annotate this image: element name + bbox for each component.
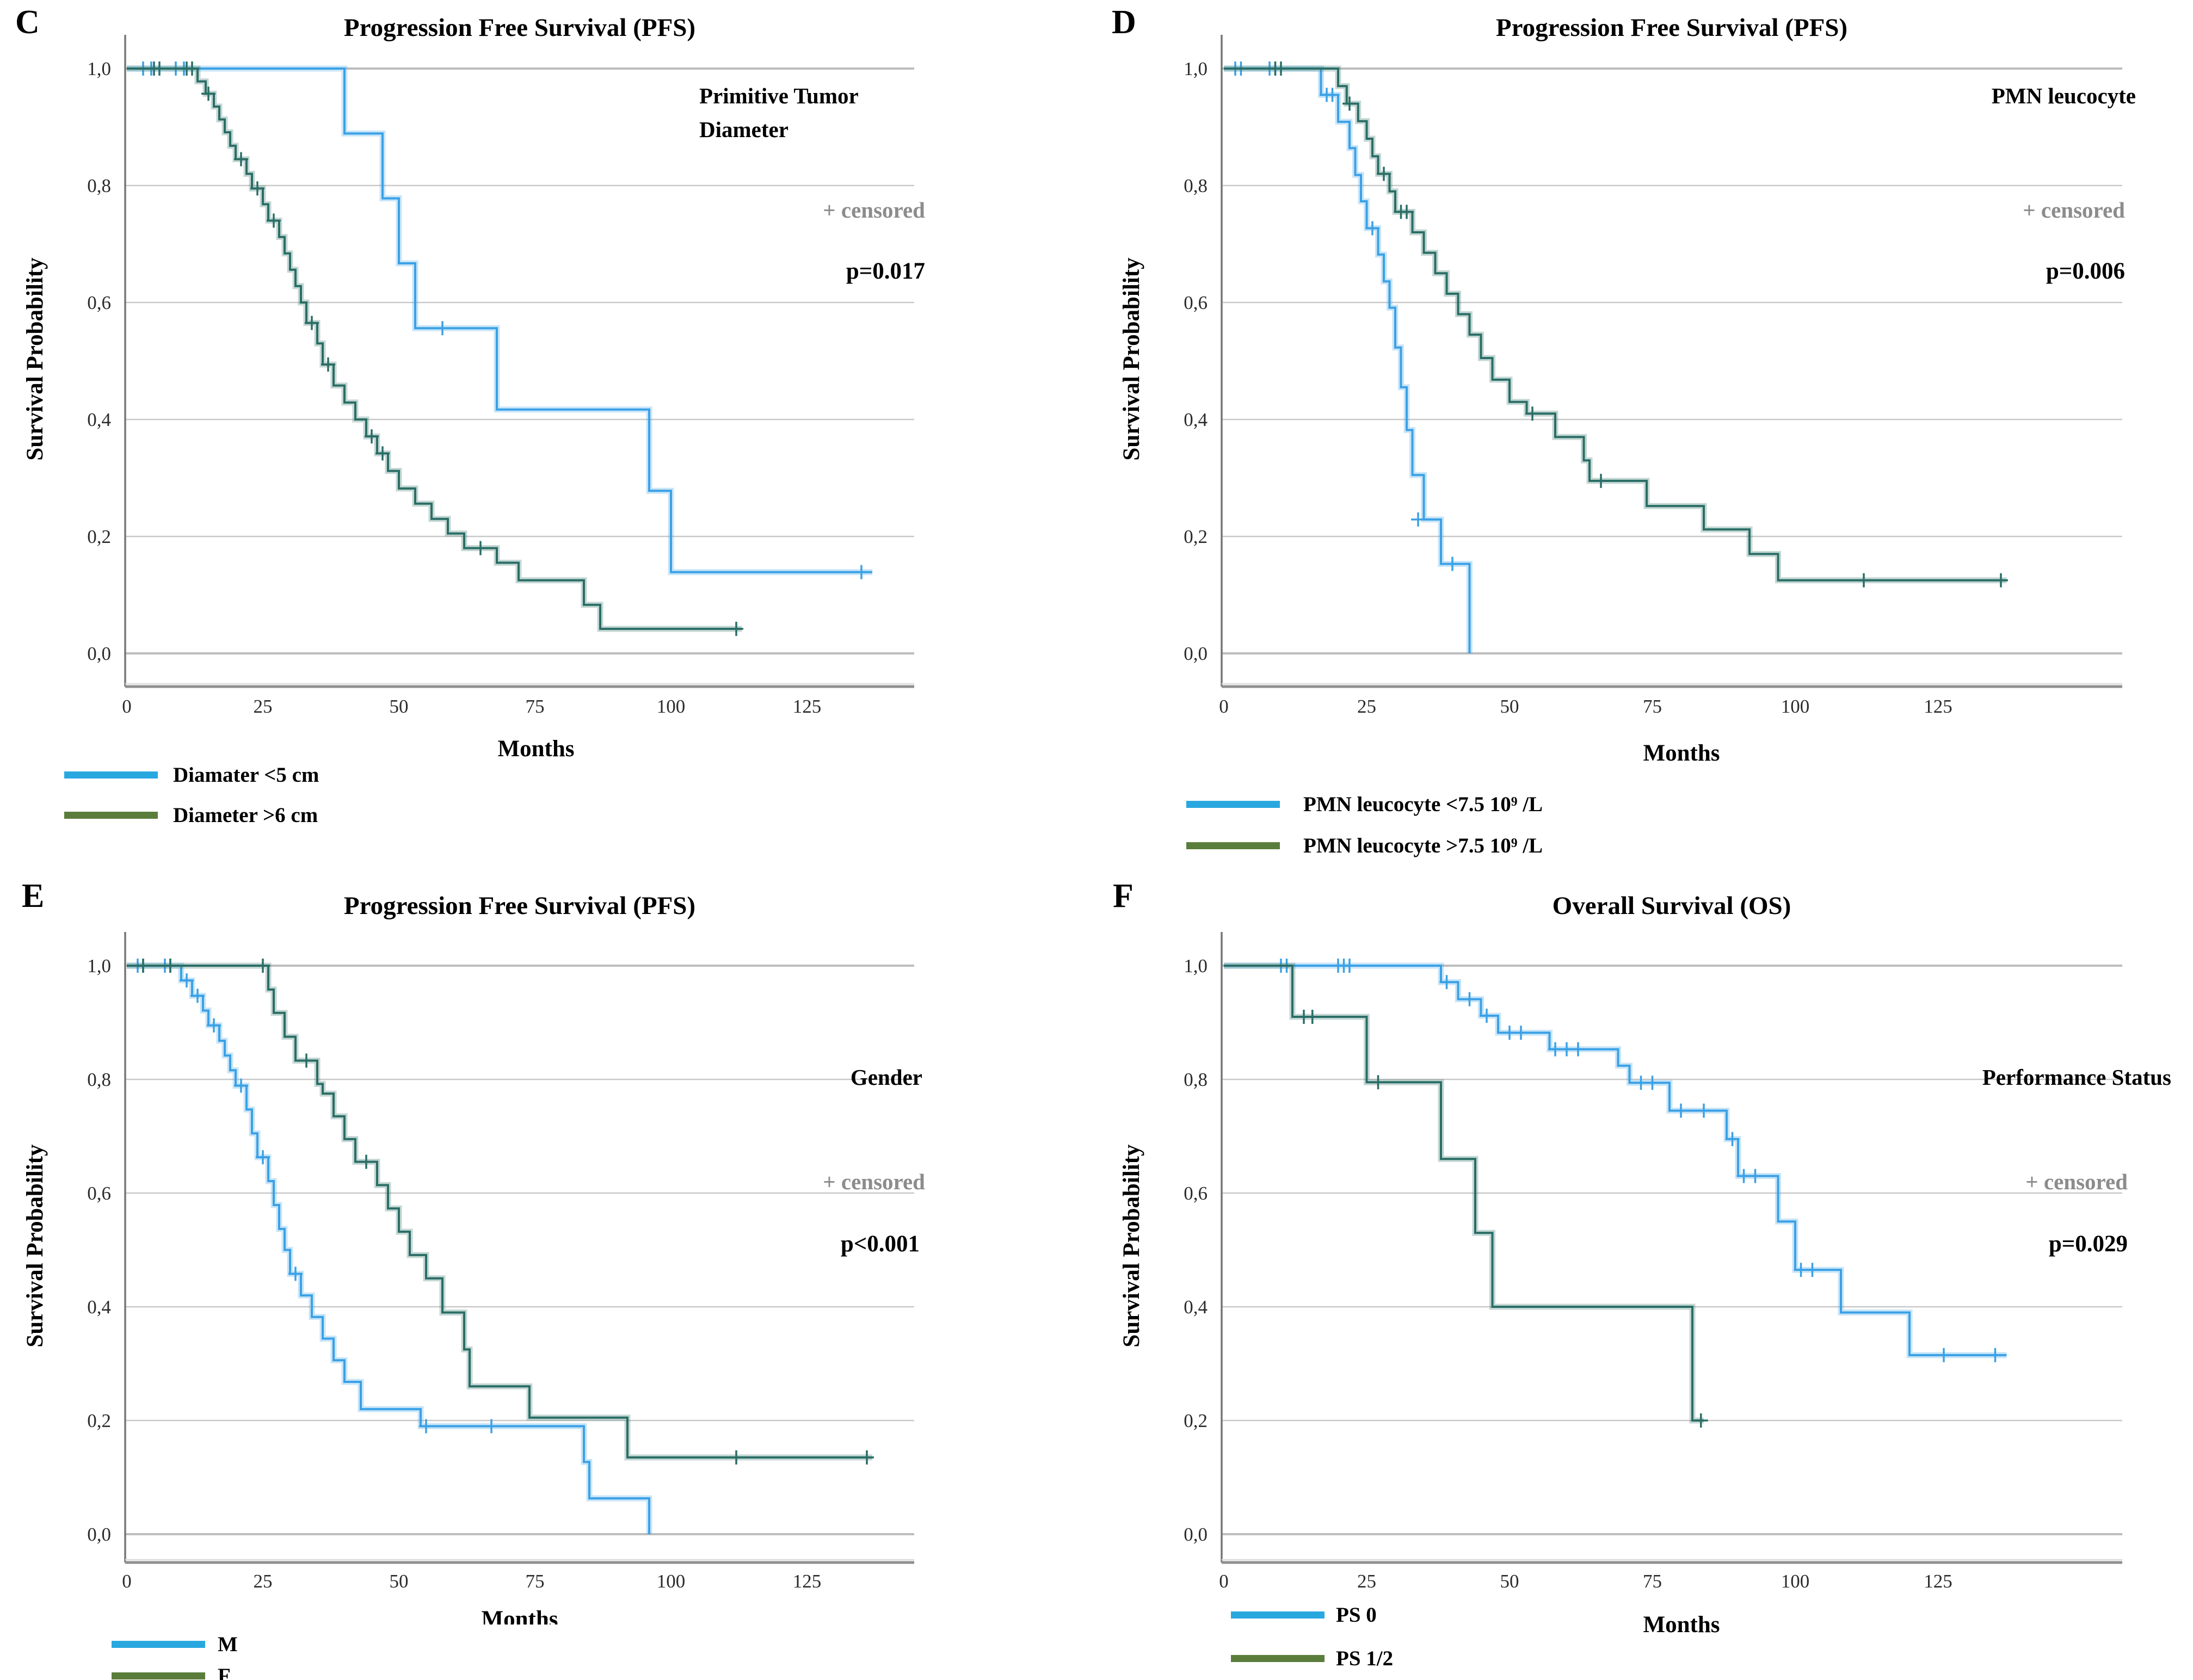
km-curve <box>1224 965 2007 1356</box>
km-curve-halo <box>127 962 652 1534</box>
x-tick-label: 25 <box>254 696 273 717</box>
x-tick-label: 125 <box>1924 696 1952 717</box>
x-tick-label: 100 <box>1781 1571 1810 1592</box>
censor-marks <box>147 61 743 636</box>
y-tick-label: 0,0 <box>87 1524 111 1545</box>
y-tick-label: 1,0 <box>87 955 111 977</box>
censor-marks <box>1274 959 2003 1362</box>
y-tick-label: 0,4 <box>87 409 111 430</box>
x-tick-label: 50 <box>390 696 409 717</box>
x-tick-label: 25 <box>1357 696 1376 717</box>
x-tick-label: 0 <box>1219 1571 1229 1592</box>
x-tick-label: 75 <box>526 1571 545 1592</box>
km-curve <box>127 67 872 573</box>
y-tick-label: 0,4 <box>1184 409 1208 430</box>
km-curve <box>127 67 742 630</box>
y-tick-label: 0,4 <box>87 1296 111 1318</box>
x-tick-label: 100 <box>657 1571 686 1592</box>
km-curve-halo <box>1224 65 2007 584</box>
km-curve-halo <box>127 65 742 632</box>
y-tick-label: 0,2 <box>1184 1410 1208 1431</box>
y-tick-label: 0,4 <box>1184 1296 1208 1318</box>
km-curve <box>1224 67 1471 653</box>
censor-marks <box>136 959 874 1465</box>
y-tick-label: 0,8 <box>1184 175 1208 196</box>
x-tick-label: 75 <box>1643 1571 1662 1592</box>
x-tick-label: 100 <box>1781 696 1810 717</box>
x-tick-label: 0 <box>122 696 132 717</box>
x-tick-label: 125 <box>793 1571 822 1592</box>
x-tick-label: 125 <box>1924 1571 1952 1592</box>
y-tick-label: 0,6 <box>1184 292 1208 313</box>
y-tick-label: 0,0 <box>1184 643 1208 664</box>
km-curve <box>127 965 650 1534</box>
censor-marks <box>136 61 868 579</box>
x-tick-label: 0 <box>122 1571 132 1592</box>
y-tick-label: 1,0 <box>1184 955 1208 977</box>
km-curve-halo <box>1224 65 1473 653</box>
censor-marks <box>1297 1010 1708 1428</box>
x-tick-label: 50 <box>390 1571 409 1592</box>
y-tick-label: 0,8 <box>1184 1069 1208 1090</box>
y-tick-label: 0,6 <box>87 292 111 313</box>
y-tick-label: 0,0 <box>1184 1524 1208 1545</box>
y-tick-label: 1,0 <box>87 58 111 79</box>
y-tick-label: 1,0 <box>1184 58 1208 79</box>
x-tick-label: 75 <box>1643 696 1662 717</box>
y-tick-label: 0,8 <box>87 175 111 196</box>
censor-marks <box>1268 61 2008 588</box>
y-tick-label: 0,2 <box>87 1410 111 1431</box>
x-tick-label: 125 <box>793 696 822 717</box>
y-tick-label: 0,6 <box>1184 1183 1208 1204</box>
censor-marks <box>131 959 498 1434</box>
x-tick-label: 75 <box>526 696 545 717</box>
x-tick-label: 0 <box>1219 696 1229 717</box>
km-curve-halo <box>127 962 872 1461</box>
y-tick-label: 0,2 <box>87 526 111 547</box>
km-curve <box>127 965 872 1459</box>
y-tick-label: 0,2 <box>1184 526 1208 547</box>
x-tick-label: 50 <box>1500 1571 1519 1592</box>
y-tick-label: 0,0 <box>87 643 111 664</box>
y-tick-label: 0,6 <box>87 1183 111 1204</box>
x-tick-label: 25 <box>1357 1571 1376 1592</box>
x-tick-label: 50 <box>1500 696 1519 717</box>
y-tick-label: 0,8 <box>87 1069 111 1090</box>
km-curve-halo <box>1224 962 2007 1358</box>
x-tick-label: 100 <box>657 696 686 717</box>
x-tick-label: 25 <box>254 1571 273 1592</box>
km-curve <box>1224 67 2007 582</box>
